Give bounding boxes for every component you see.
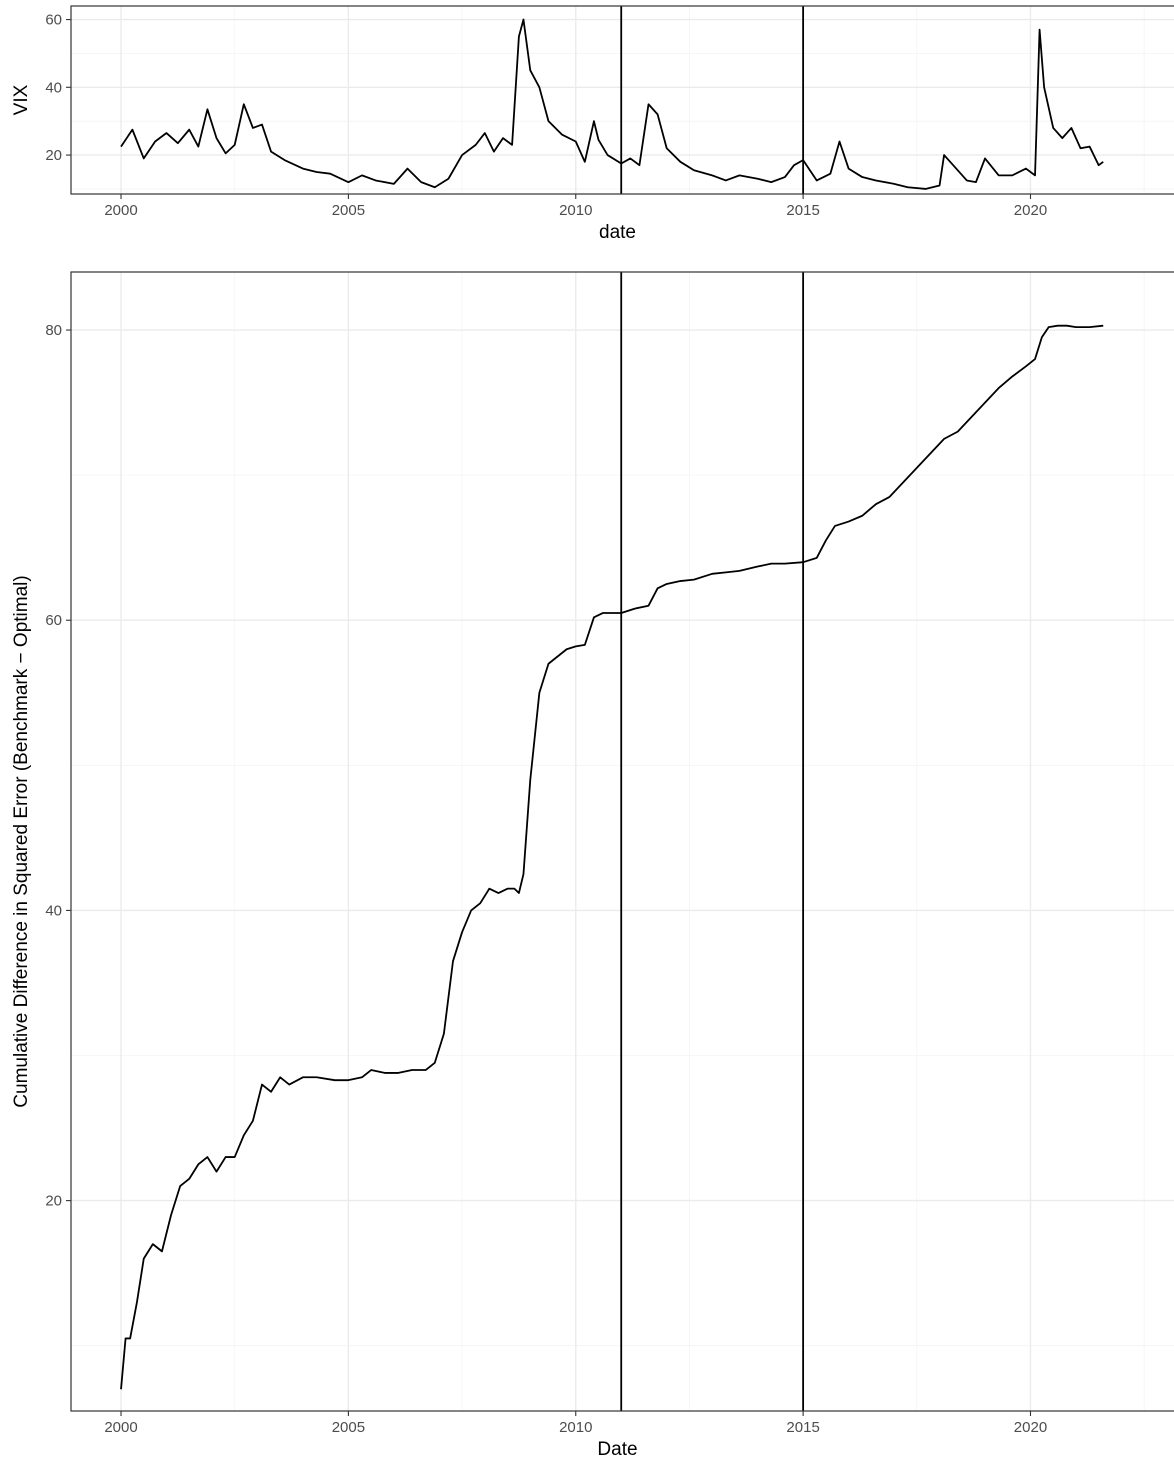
cumulative-x-tick-label: 2020 <box>1014 1419 1047 1436</box>
vix-y-tick-label: 40 <box>45 79 62 96</box>
cumulative-error-panel: 2000 2005 2010 2015 202020406080DateCumulati… <box>11 271 1174 1460</box>
vix-x-tick-label: 2015 <box>786 202 819 219</box>
cumulative-y-tick-label: 40 <box>45 902 62 919</box>
vix-x-tick-label: 2000 <box>104 202 137 219</box>
cumulative-panel-border <box>70 271 1174 1412</box>
cumulative-x-tick-label: 2010 <box>559 1419 592 1436</box>
cumulative-y-tick-label: 60 <box>45 612 62 629</box>
vix-x-tick-label: 2010 <box>559 202 592 219</box>
vix-y-axis-title: VIX <box>11 84 32 115</box>
cumulative-x-tick-label: 2005 <box>332 1419 365 1436</box>
cumulative-x-tick-label: 2015 <box>786 1419 819 1436</box>
vix-x-axis-title: date <box>599 222 636 243</box>
vix-y-tick-label: 60 <box>45 12 62 29</box>
vix-panel-border <box>70 5 1174 195</box>
cumulative-y-tick-label: 20 <box>45 1193 62 1210</box>
cumulative-series-line <box>120 324 1104 1390</box>
vix-x-tick-label: 2020 <box>1014 202 1047 219</box>
cumulative-y-axis-title: Cumulative Difference in Squared Error (… <box>11 575 32 1107</box>
cumulative-y-tick-label: 80 <box>45 322 62 339</box>
cumulative-x-tick-label: 2000 <box>104 1419 137 1436</box>
cumulative-x-axis-title: Date <box>597 1439 637 1460</box>
vix-x-tick-label: 2005 <box>332 202 365 219</box>
vix-y-tick-label: 20 <box>45 147 62 164</box>
vix-series-line <box>120 18 1104 190</box>
